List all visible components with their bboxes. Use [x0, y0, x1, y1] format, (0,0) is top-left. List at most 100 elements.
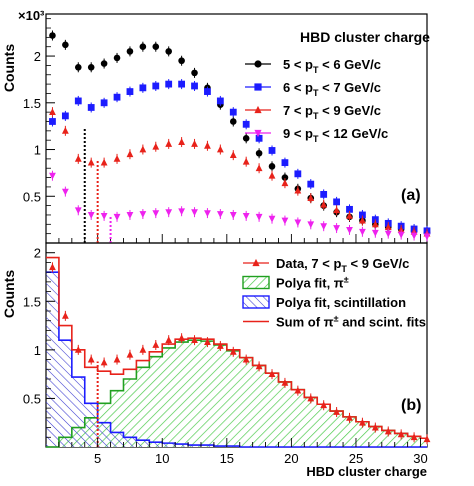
data-point — [346, 211, 353, 219]
data-point — [307, 180, 315, 188]
data-point — [281, 378, 289, 386]
data-point — [178, 138, 186, 145]
panel-a-ytick-label: 1.5 — [23, 96, 41, 111]
data-point — [384, 230, 392, 238]
data-point — [229, 347, 237, 355]
data-point — [410, 433, 418, 441]
fit-line-3 — [46, 256, 427, 440]
data-point — [74, 154, 82, 162]
data-point — [294, 386, 302, 394]
data-point — [268, 171, 276, 179]
panel-a-label: (a) — [401, 187, 421, 204]
data-point — [320, 190, 328, 198]
panel-a-cut-lines — [83, 128, 112, 243]
data-point — [397, 430, 405, 438]
legend-label: 6 < pT < 7 GeV/c — [283, 80, 381, 98]
panel-a: Counts ×10³ 0.511.52 HBD cluster charge … — [1, 8, 431, 244]
data-point — [320, 200, 328, 208]
data-point — [165, 336, 173, 344]
panel-a-x-ticks — [58, 234, 421, 243]
data-point — [410, 232, 418, 240]
data-point — [191, 69, 198, 77]
data-point — [268, 147, 276, 154]
data-point — [74, 97, 82, 105]
panel-b-xtick-label: 25 — [349, 451, 363, 466]
data-point — [152, 82, 160, 90]
panel-a-ytick-label: 0.5 — [23, 189, 41, 204]
data-point — [165, 80, 173, 88]
data-point — [359, 216, 366, 224]
panel-b-ytick-label: 1 — [34, 343, 41, 358]
panel-b-xtick-label: 15 — [220, 451, 234, 466]
legend-label: 7 < pT < 9 GeV/c — [283, 103, 381, 121]
data-point — [165, 209, 173, 217]
data-point — [242, 157, 250, 165]
data-point — [268, 370, 276, 378]
data-point — [126, 350, 134, 358]
data-point — [229, 212, 237, 219]
data-point — [191, 209, 198, 217]
data-point — [397, 226, 405, 233]
data-point — [346, 413, 353, 421]
data-point — [216, 145, 224, 153]
panel-b: Counts 0.5 1 1.5 2 5 10 15 20 25 30 Data, 7 < pT… — [1, 242, 431, 479]
data-point — [49, 172, 56, 180]
data-point — [204, 338, 211, 345]
data-point — [61, 188, 69, 196]
data-point — [371, 423, 379, 431]
data-point — [152, 142, 160, 150]
data-point — [100, 212, 108, 220]
data-point — [229, 118, 237, 125]
data-point — [359, 211, 366, 219]
data-point — [100, 358, 108, 366]
data-point — [113, 54, 121, 62]
panel-a-series — [49, 30, 431, 242]
data-point — [294, 186, 302, 194]
data-point — [255, 213, 263, 221]
data-point — [126, 212, 134, 219]
data-point — [242, 212, 250, 220]
data-point — [113, 213, 121, 221]
data-point — [333, 225, 340, 232]
data-point — [191, 82, 198, 90]
data-point — [178, 208, 186, 216]
series-3-points — [49, 107, 431, 239]
data-point — [87, 104, 95, 111]
data-point — [61, 126, 69, 134]
legend-label: 5 < pT < 6 GeV/c — [283, 57, 381, 75]
data-point — [61, 311, 69, 319]
data-point — [61, 112, 69, 120]
legend-label: Polya fit, π± — [276, 275, 349, 291]
data-point — [281, 217, 289, 225]
data-point — [242, 120, 250, 128]
data-point — [242, 135, 250, 142]
data-point — [229, 108, 237, 116]
data-point — [384, 223, 392, 231]
fit-fill-2 — [46, 272, 427, 447]
data-point — [49, 32, 56, 39]
fit-fill-1 — [46, 340, 427, 447]
data-point — [371, 220, 379, 228]
legend-label: Sum of π± and scint. fits — [276, 314, 426, 330]
data-point — [100, 60, 108, 67]
data-point — [126, 150, 134, 158]
data-point — [139, 43, 147, 51]
data-point — [191, 336, 198, 344]
data-point — [281, 179, 289, 187]
data-point — [139, 84, 147, 92]
panel-b-xtick-label: 30 — [413, 451, 427, 466]
data-point — [216, 211, 224, 218]
panel-a-y-multiplier: ×10³ — [18, 8, 45, 23]
data-point — [294, 219, 302, 227]
data-point — [423, 435, 431, 443]
panel-a-legend-title: HBD cluster charge — [300, 29, 430, 45]
data-point — [255, 134, 263, 142]
panel-b-x-ticks: 5 10 15 20 25 30 — [58, 438, 428, 466]
data-point — [139, 211, 147, 218]
panel-b-xtick-label: 20 — [284, 451, 298, 466]
data-point — [204, 88, 211, 95]
data-point — [152, 210, 160, 217]
data-point — [126, 88, 134, 95]
data-point — [87, 212, 95, 219]
